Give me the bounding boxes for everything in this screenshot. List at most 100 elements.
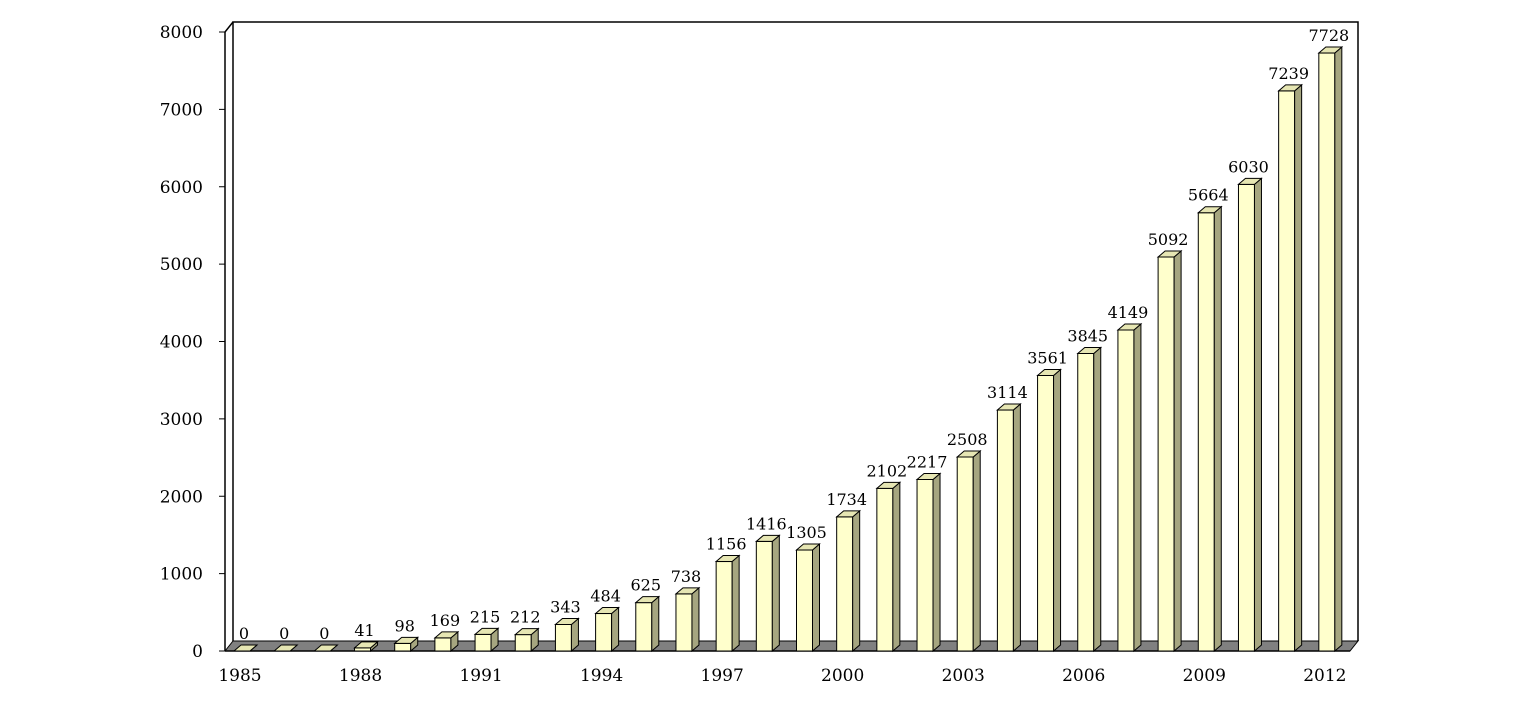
bar-2012 [1317, 45, 1344, 653]
x-tick-label-2009: 2009 [1183, 666, 1226, 686]
bar-front-face [595, 613, 613, 652]
bar-1996 [674, 586, 701, 653]
data-label-1997: 1156 [706, 535, 747, 554]
bar-front-face [1318, 52, 1336, 652]
bar-1989 [393, 636, 420, 653]
data-label-2003: 2508 [947, 430, 988, 449]
bar-top-face [232, 644, 259, 652]
bar-series [232, 45, 1344, 653]
back-wall-frame [232, 21, 1359, 641]
x-tick-label-2012: 2012 [1303, 666, 1346, 686]
data-label-1989: 98 [395, 616, 415, 635]
data-label-1992: 212 [510, 608, 541, 627]
data-label-2007: 4149 [1108, 303, 1149, 322]
bar-front-face [554, 623, 572, 652]
bar-top-face [393, 636, 420, 644]
y-tick-label: 8000 [160, 23, 203, 43]
data-label-1986: 0 [279, 624, 289, 643]
y-tick-label: 5000 [160, 255, 203, 275]
x-tick-label-1994: 1994 [580, 666, 623, 686]
bar-2001 [875, 481, 902, 653]
bar-2007 [1116, 322, 1143, 653]
data-label-2004: 3114 [987, 383, 1028, 402]
bar-side-face [812, 542, 820, 653]
data-label-1996: 738 [671, 567, 702, 586]
bar-side-face [1253, 177, 1262, 653]
x-axis-ticks: 1985 1988 1991 1994 1997 2000 2003 2006 2009 2012 [218, 666, 1346, 686]
bar-top-face [795, 543, 821, 551]
bar-side-face [892, 481, 901, 653]
bar-1993 [554, 617, 580, 653]
x-tick-label-2006: 2006 [1062, 666, 1105, 686]
bar-side-face [1294, 83, 1303, 653]
y-tick-label: 4000 [160, 333, 203, 353]
x-tick-label-1988: 1988 [339, 666, 382, 686]
data-label-1998: 1416 [746, 514, 787, 533]
bar-1995 [634, 595, 661, 653]
bar-top-face [1116, 323, 1143, 331]
bar-1988 [353, 640, 379, 653]
bar-side-face [1012, 402, 1021, 653]
bar-top-face [313, 644, 339, 652]
bar-front-face [956, 456, 974, 652]
bar-side-face [731, 554, 740, 653]
bar-front-face [394, 642, 412, 652]
y-tick-label: 1000 [160, 565, 203, 585]
y-axis-ticks: 0 1000 2000 3000 4000 5000 6000 7000 8000 [160, 23, 225, 662]
bar-top-face [996, 403, 1022, 411]
bar-side-face [1053, 368, 1062, 653]
bar-front-face [675, 593, 693, 652]
bar-2009 [1196, 205, 1223, 653]
bar-side-face [1093, 346, 1102, 653]
bar-front-face [1197, 212, 1215, 652]
bar-top-face [272, 644, 299, 652]
bar-top-face [473, 627, 500, 635]
bar-top-face [835, 510, 862, 518]
bar-side-face [771, 534, 780, 653]
bar-side-face [1173, 249, 1182, 653]
data-label-1985: 0 [239, 624, 249, 643]
bar-front-face [836, 516, 854, 652]
bar-side-face [691, 586, 700, 653]
bar-2010 [1237, 177, 1263, 653]
y-tick-label: 3000 [160, 410, 203, 430]
bar-top-face [594, 607, 620, 615]
bar-front-face [996, 409, 1014, 652]
data-label-1999: 1305 [786, 523, 827, 542]
bar-1999 [795, 542, 821, 653]
bar-1985 [232, 644, 259, 652]
x-tick-label-1997: 1997 [701, 666, 744, 686]
bar-side-face [651, 595, 660, 653]
bar-top-face [634, 596, 661, 604]
data-label-2001: 2102 [866, 461, 907, 480]
bar-top-face [875, 481, 902, 489]
bar-top-face [1277, 84, 1303, 92]
bar-2004 [996, 402, 1022, 653]
bar-2006 [1076, 346, 1103, 653]
data-label-2011: 7239 [1268, 64, 1309, 83]
bar-top-face [1036, 368, 1062, 376]
data-label-1990: 169 [430, 611, 461, 630]
bar-side-face [1213, 205, 1222, 653]
bar-side-face [611, 606, 620, 653]
bar-front-face [796, 549, 813, 652]
y-tick-label: 6000 [160, 178, 203, 198]
bar-front-face [715, 561, 733, 652]
data-label-1987: 0 [319, 624, 329, 643]
wall-corner-line [224, 21, 234, 33]
bar-front-face [474, 633, 492, 652]
bar-1987 [313, 644, 339, 652]
data-label-1991: 215 [470, 607, 501, 626]
bar-front-face [1037, 374, 1055, 652]
bar-2003 [955, 449, 982, 653]
bar-1998 [754, 534, 781, 653]
data-label-1994: 484 [590, 587, 621, 606]
bar-front-face [1157, 256, 1175, 652]
bar-top-face [1156, 250, 1183, 258]
bar-side-face [972, 449, 981, 653]
bar-2005 [1036, 368, 1062, 653]
bar-front-face [876, 487, 894, 652]
bar-front-face [1278, 90, 1296, 652]
